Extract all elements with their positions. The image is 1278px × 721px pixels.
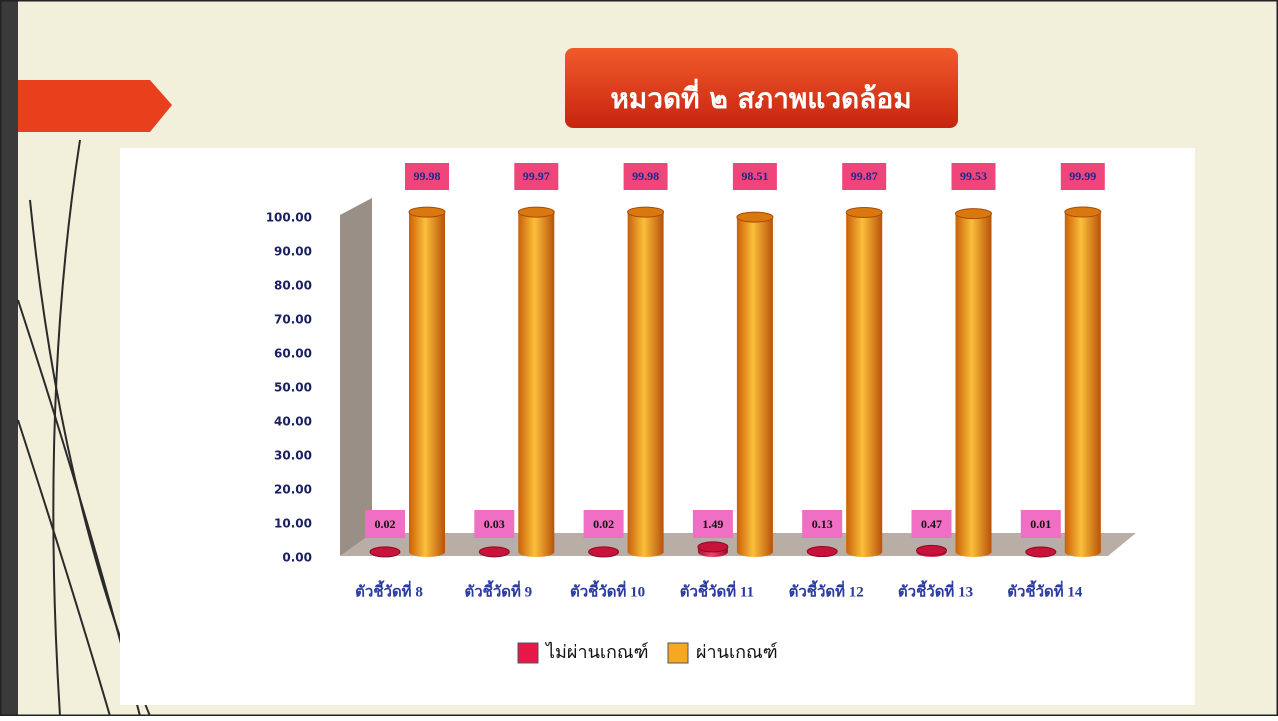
value-label: 0.02 — [593, 517, 614, 531]
bar-cap — [628, 207, 664, 217]
bar — [628, 212, 664, 552]
bar-base — [737, 547, 773, 557]
y-tick-label: 50.00 — [274, 381, 312, 395]
legend-label: ผ่านเกณฑ์ — [696, 642, 778, 662]
bar-cap — [698, 542, 728, 552]
chart-title: หมวดที่ ๒ สภาพแวดล้อม — [610, 78, 911, 115]
value-label: 1.49 — [702, 517, 723, 531]
y-tick-label: 80.00 — [274, 279, 312, 293]
bar-cap — [370, 547, 400, 557]
y-tick-label: 10.00 — [274, 517, 312, 531]
y-tick-label: 0.00 — [282, 551, 312, 565]
y-tick-label: 70.00 — [274, 313, 312, 327]
y-tick-label: 60.00 — [274, 347, 312, 361]
side-wall — [340, 198, 372, 556]
bar-base — [846, 547, 882, 557]
value-label: 98.51 — [741, 169, 768, 183]
left-strip — [0, 0, 18, 716]
bar-base — [956, 547, 992, 557]
bar-base — [409, 547, 445, 557]
bar-base — [628, 547, 664, 557]
bar-cap — [737, 212, 773, 222]
bar-cap — [1026, 547, 1056, 557]
value-label: 0.47 — [921, 517, 942, 531]
arrow-shape — [18, 80, 172, 132]
y-tick-label: 40.00 — [274, 415, 312, 429]
y-tick-label: 90.00 — [274, 245, 312, 259]
bar-base — [1065, 547, 1101, 557]
value-label: 99.99 — [1069, 169, 1096, 183]
legend-label: ไม่ผ่านเกณฑ์ — [544, 641, 649, 662]
value-label: 99.53 — [960, 169, 987, 183]
bar-cap — [409, 207, 445, 217]
bar — [846, 212, 882, 552]
bar — [518, 212, 554, 552]
bar-cap — [807, 547, 837, 557]
value-label: 99.87 — [851, 169, 878, 183]
bar-cap — [846, 207, 882, 217]
y-tick-label: 20.00 — [274, 483, 312, 497]
bar-cap — [518, 207, 554, 217]
legend-swatch — [518, 643, 538, 663]
bar-cap — [956, 209, 992, 219]
bar-cap — [1065, 207, 1101, 217]
value-label: 0.13 — [812, 517, 833, 531]
value-label: 0.02 — [375, 517, 396, 531]
bar-cap — [479, 547, 509, 557]
bar-cap — [917, 545, 947, 555]
bar — [409, 212, 445, 552]
value-label: 99.98 — [414, 169, 441, 183]
legend-swatch — [668, 643, 688, 663]
value-label: 0.03 — [484, 517, 505, 531]
y-tick-label: 30.00 — [274, 449, 312, 463]
value-label: 99.98 — [632, 169, 659, 183]
bar — [737, 217, 773, 552]
bar-cap — [589, 547, 619, 557]
bar-base — [518, 547, 554, 557]
bar — [956, 214, 992, 552]
value-label: 0.01 — [1030, 517, 1051, 531]
value-label: 99.97 — [523, 169, 550, 183]
bar — [1065, 212, 1101, 552]
y-tick-label: 100.00 — [266, 211, 312, 225]
